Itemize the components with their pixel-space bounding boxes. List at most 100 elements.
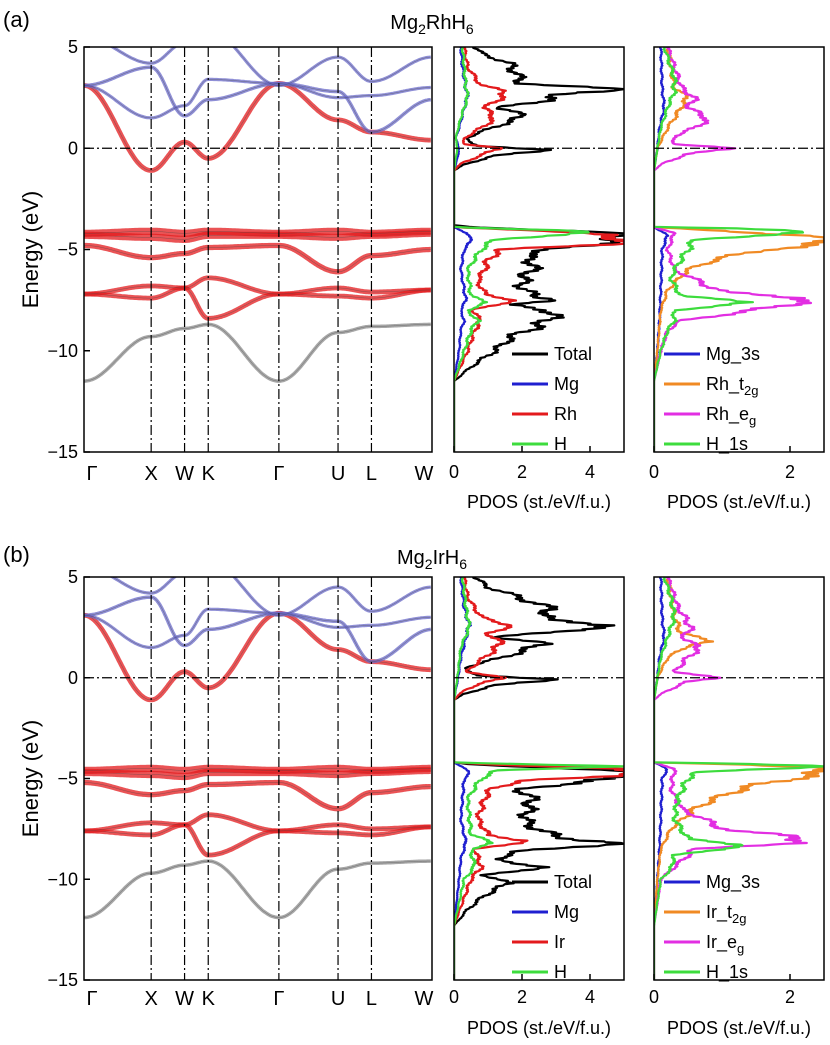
- legend-entry: Mg: [554, 902, 579, 922]
- band-line: [84, 322, 431, 383]
- y-tick-label: −15: [47, 970, 78, 990]
- title-subscript: 6: [459, 556, 467, 572]
- band-line: [84, 275, 431, 297]
- legend-text: Ir_t: [706, 902, 732, 923]
- band-line-core: [84, 231, 431, 234]
- kpoint-label: U: [331, 463, 345, 485]
- legend: Mg_3s Ir_t2g Ir_eg H_1s: [664, 872, 760, 983]
- legend-text: Ir_e: [706, 932, 737, 953]
- legend-entry: Total: [554, 872, 592, 892]
- pdos-line-mg-3s: [654, 47, 670, 452]
- band-line-core: [84, 245, 431, 273]
- kpoint-label: U: [331, 988, 345, 1010]
- kpoint-label: L: [366, 463, 377, 485]
- legend-entry: Mg: [554, 374, 579, 394]
- band-line: [84, 242, 431, 275]
- y-tick-label: 0: [68, 138, 78, 158]
- x-tick-label: 0: [649, 462, 659, 482]
- x-tick-label: 0: [649, 987, 659, 1007]
- title-text: Mg: [390, 12, 418, 34]
- pdos-axes-frame: [653, 46, 825, 453]
- band-line-core: [84, 782, 431, 809]
- pdos-curves: [654, 47, 824, 452]
- legend-entry: H: [554, 434, 567, 454]
- pdos-axes-frame: [453, 576, 625, 981]
- band-line-core: [84, 79, 431, 119]
- kpoint-label: L: [366, 988, 377, 1010]
- x-tick-label: 2: [785, 987, 795, 1007]
- legend-entry: Rh_t2g: [706, 374, 759, 398]
- x-tick-label: 0: [449, 987, 459, 1007]
- x-tick-label: 4: [585, 987, 595, 1007]
- title-text: RhH: [426, 12, 466, 34]
- panel-label: (b): [3, 542, 30, 567]
- title-subscript: 2: [425, 556, 433, 572]
- legend-entry: Ir_eg: [706, 932, 744, 956]
- legend-entry: Total: [554, 344, 592, 364]
- title-text: IrH: [433, 547, 460, 569]
- band-line: [109, 47, 431, 88]
- legend-text: Rh_e: [706, 404, 749, 425]
- pdos-line-h: [454, 47, 590, 452]
- title-subscript: 2: [418, 21, 426, 37]
- x-axis-label: PDOS (st./eV/f.u.): [667, 492, 811, 512]
- band-line: [109, 577, 431, 617]
- pdos-line-rh: [454, 47, 624, 452]
- y-tick-label: −15: [47, 442, 78, 462]
- legend-subscript: 2g: [732, 911, 746, 926]
- legend-entry: Rh_eg: [706, 404, 756, 428]
- y-tick-label: 5: [68, 567, 78, 587]
- kpoint-label: K: [202, 463, 216, 485]
- band-line: [84, 859, 431, 920]
- pdos-orbital-plot: 0 2 PDOS (st./eV/f.u.) Mg_3s Ir_t2g Ir_eg H_1s: [649, 576, 825, 1038]
- kpoint-label: Γ: [86, 463, 97, 485]
- legend-entry: Ir_t2g: [706, 902, 746, 926]
- band-line-core: [84, 596, 431, 662]
- band-curves: [84, 577, 431, 920]
- x-axis-label: PDOS (st./eV/f.u.): [467, 1018, 611, 1038]
- band-line-core: [84, 324, 431, 382]
- y-tick-label: −10: [47, 341, 78, 361]
- kpoint-label: W: [175, 988, 194, 1010]
- band-line: [84, 812, 431, 834]
- band-axes-frame: [83, 46, 433, 453]
- legend-entry: H_1s: [706, 434, 748, 455]
- pdos-axes-frame: [653, 576, 825, 981]
- band-line-core: [84, 768, 431, 771]
- x-axis-label: PDOS (st./eV/f.u.): [467, 492, 611, 512]
- band-line-core: [84, 277, 431, 295]
- chart-title: Mg2IrH6: [397, 547, 467, 572]
- pdos-curves: [454, 577, 624, 980]
- x-tick-label: 2: [517, 462, 527, 482]
- pdos-line-total: [454, 47, 624, 452]
- pdos-line-rh-eg: [654, 47, 813, 452]
- y-tick-label: −5: [57, 240, 78, 260]
- y-tick-label: −5: [57, 769, 78, 789]
- band-plot: 50−5−10−15Γ X W K Γ U L W: [47, 567, 433, 1010]
- pdos-line-rh-t2g: [654, 47, 824, 452]
- kpoint-label: W: [175, 463, 194, 485]
- pdos-line-ir: [454, 577, 624, 980]
- y-tick-label: 5: [68, 37, 78, 57]
- kpoint-label: X: [144, 988, 157, 1010]
- x-tick-label: 2: [785, 462, 795, 482]
- band-plot: 50−5−10−15Γ X W K Γ U L W: [47, 37, 434, 485]
- pdos-line-total: [454, 577, 624, 980]
- band-line-core: [112, 47, 431, 86]
- kpoint-label: W: [415, 463, 434, 485]
- pdos-line-h-1s: [654, 47, 805, 452]
- legend-subscript: g: [749, 413, 756, 428]
- panel-label: (a): [3, 7, 30, 32]
- legend-entry: Mg_3s: [706, 344, 760, 365]
- title-text: Mg: [397, 547, 425, 569]
- kpoint-label: X: [144, 463, 157, 485]
- legend-text: Rh_t: [706, 374, 744, 395]
- x-tick-label: 2: [517, 987, 527, 1007]
- x-tick-label: 0: [449, 462, 459, 482]
- band-line: [84, 779, 431, 812]
